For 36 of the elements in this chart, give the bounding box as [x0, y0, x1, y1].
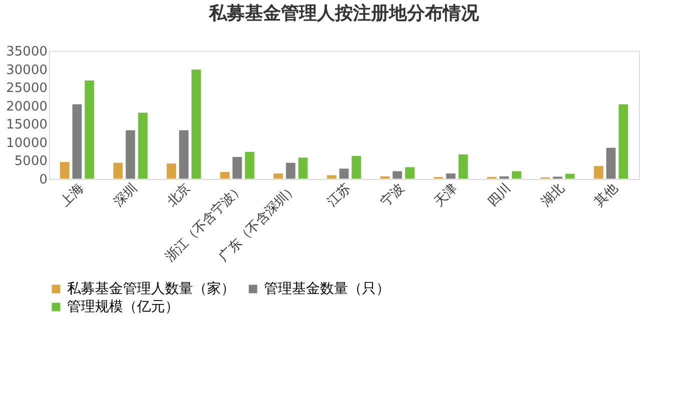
x-tick-label: 天津	[432, 180, 461, 210]
bar	[244, 151, 255, 180]
y-tick-label: 10000	[6, 136, 48, 151]
bar	[232, 156, 242, 180]
bar	[486, 176, 497, 180]
y-tick-label: 15000	[6, 118, 48, 133]
y-tick-label: 35000	[6, 44, 48, 60]
y-tick-label: 0	[39, 172, 48, 188]
y-tick-label: 25000	[6, 81, 48, 96]
bar	[404, 166, 415, 180]
bar	[166, 163, 177, 180]
x-tick-label: 湖北	[538, 180, 568, 210]
bar	[191, 69, 202, 180]
legend-label: 管理规模（亿元）	[67, 299, 179, 315]
bar	[138, 112, 148, 180]
y-tick-label: 20000	[6, 99, 48, 114]
chart-title: 私募基金管理人按注册地分布情况	[208, 3, 480, 24]
legend-label: 私募基金管理人数量（家）	[67, 281, 235, 297]
bar	[433, 176, 444, 180]
bar	[178, 130, 190, 180]
bar	[220, 171, 230, 180]
bar	[498, 176, 510, 180]
bar	[511, 170, 522, 180]
legend-label: 管理基金数量（只）	[264, 281, 390, 297]
y-tick-label: 30000	[6, 62, 48, 78]
x-tick-label: 深圳	[111, 180, 140, 210]
x-tick-label: 北京	[164, 180, 194, 210]
bar	[273, 172, 284, 180]
y-tick-label: 5000	[14, 154, 48, 170]
bar	[446, 172, 456, 180]
x-tick-label: 上海	[58, 180, 87, 210]
x-tick-label: 江苏	[324, 180, 354, 210]
bar	[458, 154, 468, 180]
x-tick-label: 宁波	[378, 180, 408, 210]
x-tick-label: 四川	[485, 180, 514, 210]
x-tick-label: 其他	[592, 180, 621, 210]
